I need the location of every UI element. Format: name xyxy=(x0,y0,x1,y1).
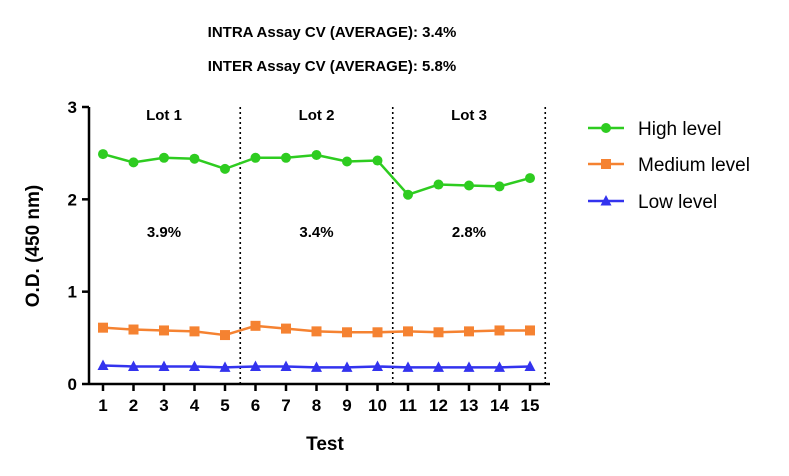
legend-label: Medium level xyxy=(638,155,750,176)
data-point-low-level xyxy=(524,360,536,371)
x-tick-label: 4 xyxy=(190,396,200,415)
data-point-medium-level xyxy=(189,326,200,337)
data-point-high-level xyxy=(98,149,108,160)
data-point-high-level xyxy=(220,163,230,174)
data-point-high-level xyxy=(159,152,169,163)
data-point-low-level xyxy=(311,361,322,372)
data-point-medium-level xyxy=(433,327,444,338)
data-point-low-level xyxy=(463,361,475,372)
legend-item-low-level: Low level xyxy=(588,192,717,213)
data-point-high-level xyxy=(403,189,413,200)
data-point-medium-level xyxy=(494,325,505,336)
data-point-low-level xyxy=(402,361,414,372)
x-tick-label: 1 xyxy=(98,396,107,415)
x-tick-label: 14 xyxy=(490,396,509,415)
x-tick-label: 5 xyxy=(220,396,229,415)
legend-marker xyxy=(600,195,612,206)
x-tick-label: 3 xyxy=(159,396,168,415)
x-tick-label: 15 xyxy=(521,396,540,415)
data-point-high-level xyxy=(128,157,139,168)
x-axis-label: Test xyxy=(306,434,344,455)
x-tick-label: 9 xyxy=(342,396,351,415)
x-tick-label: 6 xyxy=(251,396,260,415)
y-axis-label: O.D. (450 nm) xyxy=(23,185,44,307)
data-point-low-level xyxy=(189,360,200,371)
data-point-high-level xyxy=(494,181,505,192)
data-point-high-level xyxy=(464,180,474,191)
y-tick-label: 3 xyxy=(68,98,77,117)
lot-cv-value: 3.9% xyxy=(147,224,181,241)
inter-cv-annotation: INTER Assay CV (AVERAGE): 5.8% xyxy=(208,58,456,75)
data-point-high-level xyxy=(281,152,291,163)
y-axis-ticks: 0 1 2 3 xyxy=(68,98,89,394)
lot-label: Lot 3 xyxy=(451,107,487,124)
data-point-high-level xyxy=(311,150,322,161)
series-medium-level xyxy=(98,320,535,341)
lot-cv-labels: 3.9% 3.4% 2.8% xyxy=(147,224,486,241)
y-tick-label: 0 xyxy=(68,375,77,394)
legend-marker xyxy=(601,123,611,133)
lot-cv-value: 2.8% xyxy=(452,224,486,241)
legend-marker xyxy=(601,159,611,169)
data-point-medium-level xyxy=(311,326,322,337)
data-point-high-level xyxy=(342,156,352,167)
data-point-medium-level xyxy=(342,327,352,338)
data-point-low-level xyxy=(250,360,261,371)
data-point-low-level xyxy=(128,360,139,371)
x-tick-label: 11 xyxy=(399,396,417,415)
data-point-medium-level xyxy=(128,324,139,335)
legend: High level Medium level Low level xyxy=(588,119,750,213)
data-point-low-level xyxy=(158,360,170,371)
data-point-medium-level xyxy=(525,325,535,336)
data-point-medium-level xyxy=(98,322,108,333)
x-tick-label: 10 xyxy=(368,396,387,415)
data-point-medium-level xyxy=(464,326,474,337)
data-point-high-level xyxy=(433,179,444,190)
data-point-low-level xyxy=(433,361,444,372)
legend-item-high-level: High level xyxy=(588,119,721,140)
lot-label: Lot 2 xyxy=(299,107,335,124)
y-tick-label: 1 xyxy=(68,283,77,302)
x-tick-label: 2 xyxy=(129,396,138,415)
x-tick-label: 7 xyxy=(281,396,290,415)
data-point-low-level xyxy=(280,360,292,371)
legend-label: High level xyxy=(638,119,721,140)
series-layer xyxy=(97,149,536,372)
x-axis-ticks: 1 2 3 4 5 6 7 8 9 10 11 12 13 14 15 xyxy=(98,384,539,415)
data-point-medium-level xyxy=(372,327,383,338)
legend-item-medium-level: Medium level xyxy=(588,155,750,176)
x-tick-label: 12 xyxy=(429,396,448,415)
lot-label: Lot 1 xyxy=(146,107,182,124)
intra-cv-annotation: INTRA Assay CV (AVERAGE): 3.4% xyxy=(208,24,457,41)
lot-dividers xyxy=(239,107,547,384)
data-point-medium-level xyxy=(250,320,261,331)
data-point-medium-level xyxy=(403,326,413,337)
x-tick-label: 13 xyxy=(460,396,479,415)
data-point-low-level xyxy=(494,361,505,372)
data-point-high-level xyxy=(189,153,200,164)
data-point-low-level xyxy=(372,360,383,371)
legend-label: Low level xyxy=(638,192,717,213)
lot-cv-value: 3.4% xyxy=(299,224,333,241)
data-point-high-level xyxy=(250,152,261,163)
data-point-medium-level xyxy=(220,330,230,341)
data-point-low-level xyxy=(219,361,231,372)
series-high-level xyxy=(98,149,535,200)
data-point-high-level xyxy=(372,155,383,166)
data-point-high-level xyxy=(525,173,535,184)
data-point-low-level xyxy=(97,359,109,371)
data-point-medium-level xyxy=(281,323,291,334)
x-tick-label: 8 xyxy=(312,396,321,415)
y-tick-label: 2 xyxy=(68,190,77,209)
data-point-low-level xyxy=(341,361,353,372)
series-low-level xyxy=(97,359,536,372)
data-point-medium-level xyxy=(159,325,169,336)
lot-labels: Lot 1 Lot 2 Lot 3 xyxy=(146,107,487,124)
